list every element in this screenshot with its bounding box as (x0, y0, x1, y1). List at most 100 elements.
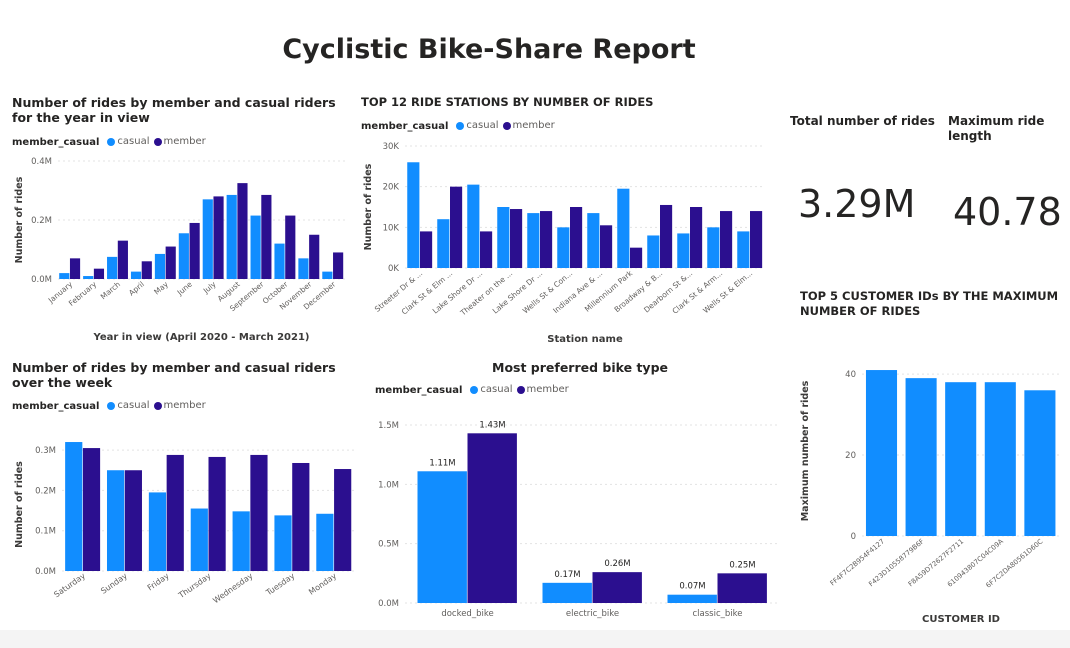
bar-casual[interactable] (542, 582, 592, 603)
legend-member[interactable]: member (163, 400, 206, 411)
bar-member[interactable] (117, 240, 128, 279)
bar-member[interactable] (237, 183, 248, 279)
bar-member[interactable] (540, 211, 553, 268)
bar-value[interactable] (1024, 390, 1056, 536)
bar-member[interactable] (82, 448, 101, 571)
bar-casual[interactable] (467, 184, 480, 268)
bar-value[interactable] (905, 378, 937, 536)
bar-member[interactable] (660, 204, 673, 268)
bar-member[interactable] (720, 211, 733, 268)
bar-member[interactable] (189, 222, 200, 279)
bar-casual[interactable] (130, 271, 142, 279)
bar-casual[interactable] (178, 233, 189, 279)
bar-member[interactable] (166, 454, 184, 571)
bar-value[interactable] (984, 382, 1016, 536)
bar-casual[interactable] (190, 508, 208, 571)
bar-casual[interactable] (417, 471, 467, 603)
bar-casual[interactable] (557, 227, 570, 268)
bar-casual[interactable] (202, 199, 213, 279)
legend-casual[interactable]: casual (480, 384, 513, 395)
bar-casual[interactable] (65, 442, 83, 571)
x-axis-title: Station name (547, 334, 623, 345)
legend-casual[interactable]: casual (117, 136, 150, 147)
bar-casual[interactable] (83, 276, 94, 279)
bar-casual[interactable] (667, 594, 717, 603)
bar-member[interactable] (285, 215, 296, 279)
bar-casual[interactable] (527, 213, 540, 268)
legend-member[interactable]: member (512, 120, 555, 131)
bar-member[interactable] (165, 246, 176, 279)
bar-member[interactable] (124, 470, 142, 571)
bar-member[interactable] (690, 207, 703, 268)
bar-casual[interactable] (737, 231, 750, 268)
bar-member[interactable] (69, 258, 81, 279)
x-tick-label: Wednesday (211, 571, 254, 605)
legend-member[interactable]: member (526, 384, 569, 395)
x-tick-label: electric_bike (566, 609, 619, 619)
bar-member[interactable] (309, 234, 320, 279)
y-tick-label: 0 (851, 532, 856, 542)
legend-member[interactable]: member (163, 136, 206, 147)
bar-casual[interactable] (250, 215, 261, 279)
bar-member[interactable] (141, 261, 152, 279)
bar-member[interactable] (630, 247, 643, 268)
bar-member[interactable] (592, 572, 642, 603)
bike-type-chart[interactable]: 0.0M 0.5M 1.0M 1.5M 1.11M 0.17M 0.07M 1.43M 0.26… (355, 400, 785, 625)
bar-casual[interactable] (154, 253, 166, 279)
bar-member[interactable] (292, 462, 310, 571)
bar-value[interactable] (865, 370, 898, 536)
bar-casual[interactable] (59, 273, 70, 279)
bar-casual[interactable] (274, 515, 292, 571)
bar-casual[interactable] (437, 219, 450, 268)
y-tick-label: 0.0M (35, 567, 56, 577)
bar-member[interactable] (333, 252, 344, 279)
y-tick-label: 0.0M (378, 599, 399, 609)
bar-member[interactable] (480, 231, 493, 268)
bar-casual[interactable] (298, 258, 309, 279)
bar-member[interactable] (208, 456, 226, 571)
weekday-chart-title: Number of rides by member and casual rid… (12, 360, 336, 390)
bar-member[interactable] (93, 268, 105, 279)
bar-casual[interactable] (707, 227, 720, 268)
legend-casual[interactable]: casual (466, 120, 499, 131)
bar-member[interactable] (213, 196, 224, 279)
bar-casual[interactable] (677, 233, 690, 268)
bar-casual[interactable] (407, 162, 420, 268)
bar-casual[interactable] (647, 235, 660, 268)
biketype-legend: member_casual casual member (375, 384, 569, 396)
bar-casual[interactable] (497, 207, 510, 268)
bar-casual[interactable] (274, 243, 285, 279)
bar-member[interactable] (450, 186, 463, 268)
member-legend-dot (153, 401, 162, 410)
bar-member[interactable] (420, 231, 433, 268)
y-tick-label: 0K (388, 264, 399, 274)
bar-member[interactable] (261, 194, 272, 279)
member-legend-dot (153, 137, 162, 146)
bar-member[interactable] (250, 454, 268, 571)
bar-casual[interactable] (226, 194, 237, 279)
bar-casual[interactable] (322, 271, 333, 279)
bar-casual[interactable] (587, 213, 600, 268)
bar-member[interactable] (334, 469, 352, 571)
bar-casual[interactable] (107, 256, 118, 279)
top-customers-chart[interactable]: 02040FF4F7C2B954F4127F423D10558779B6FF8A… (790, 340, 1065, 630)
bar-casual[interactable] (232, 511, 250, 571)
casual-legend-dot (470, 385, 479, 394)
bar-casual[interactable] (148, 492, 167, 571)
bar-casual[interactable] (106, 470, 125, 571)
bar-casual[interactable] (316, 513, 334, 571)
x-tick-label: Clark St & Elm ... (400, 269, 455, 317)
bar-member[interactable] (510, 209, 523, 268)
bar-member[interactable] (600, 225, 613, 268)
weekday-rides-chart[interactable]: 0.0M 0.1M 0.2M 0.3M Saturday Sunday Friday Thur… (0, 420, 360, 620)
bar-member[interactable] (467, 433, 517, 603)
legend-casual[interactable]: casual (117, 400, 150, 411)
y-axis-title: Number of rides (14, 176, 25, 263)
bar-casual[interactable] (617, 188, 630, 268)
bar-value[interactable] (945, 382, 977, 536)
bar-member[interactable] (570, 207, 583, 268)
bar-member[interactable] (750, 211, 763, 268)
bar-member[interactable] (717, 573, 767, 603)
